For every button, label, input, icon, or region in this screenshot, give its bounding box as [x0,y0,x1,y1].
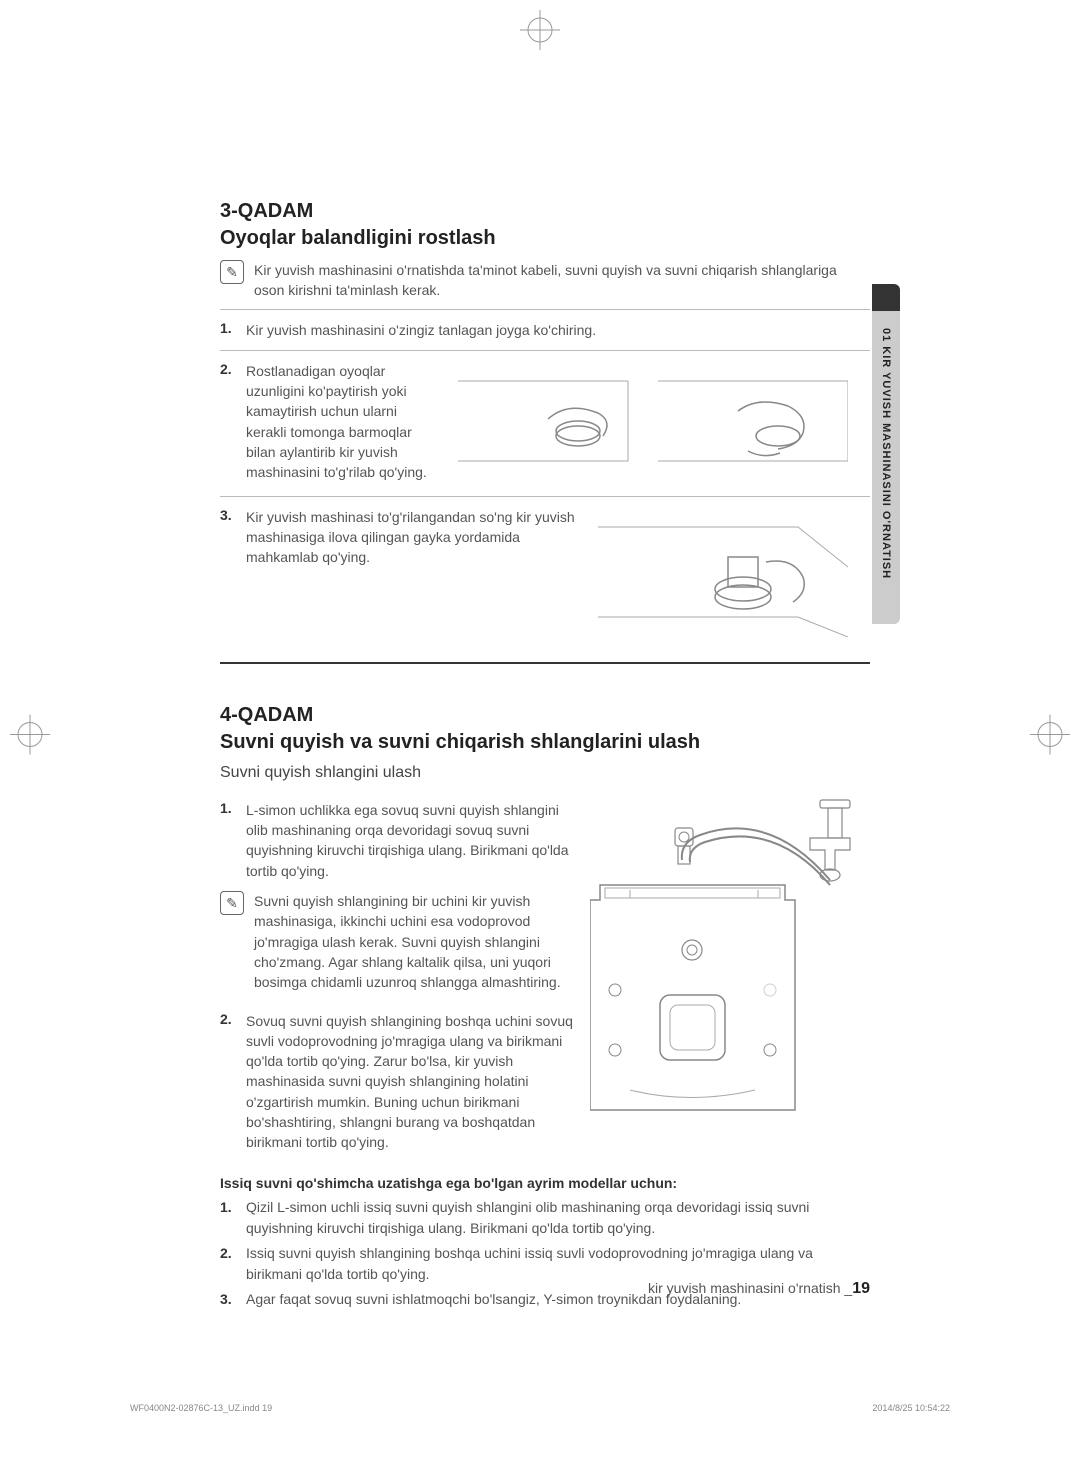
step4-item-2-text: Sovuq suvni quyish shlangining boshqa uc… [246,1011,574,1153]
print-meta-timestamp: 2014/8/25 10:54:22 [872,1403,950,1413]
step4-illustration [590,790,870,1163]
step3-subtitle: Oyoqlar balandligini rostlash [220,227,870,250]
hot-water-item-1: 1.Qizil L-simon uchli issiq suvni quyish… [220,1197,870,1239]
step4-item-2: Sovuq suvni quyish shlangining boshqa uc… [220,1001,574,1163]
print-meta-filename: WF0400N2-02876C-13_UZ.indd 19 [130,1403,272,1413]
step4-subsection-title: Suvni quyish shlangini ulash [220,764,870,782]
step3-item-2-illustration [448,361,848,486]
step3-item-2-text: Rostlanadigan oyoqlar uzunligini ko'payt… [246,361,436,486]
section-divider [220,662,870,664]
step4-section: 4-QADAM Suvni quyish va suvni chiqarish … [220,704,870,1310]
step4-item-1-text: L-simon uchlikka ega sovuq suvni quyish … [246,800,574,881]
note-icon: ✎ [220,260,244,284]
note-icon: ✎ [220,891,244,915]
step4-note: ✎ Suvni quyish shlangining bir uchini ki… [220,891,574,992]
step3-title: 3-QADAM [220,200,870,223]
crop-mark-right [1030,714,1070,759]
crop-mark-top [520,10,560,55]
crop-mark-left [10,714,50,759]
page-number: 19 [852,1280,870,1297]
step4-subtitle: Suvni quyish va suvni chiqarish shlangla… [220,731,870,754]
step3-item-3-illustration [598,507,848,642]
footer-label: kir yuvish mashinasini o'rnatish _ [648,1280,852,1296]
step3-item-3: Kir yuvish mashinasi to'g'rilangandan so… [220,496,870,652]
hot-water-item-1-text: Qizil L-simon uchli issiq suvni quyish s… [246,1197,870,1239]
step4-list-cont: Sovuq suvni quyish shlangining boshqa uc… [220,1001,574,1163]
step4-note-text: Suvni quyish shlangining bir uchini kir … [254,891,574,992]
step3-item-3-text: Kir yuvish mashinasi to'g'rilangandan so… [246,507,586,642]
step4-list: L-simon uchlikka ega sovuq suvni quyish … [220,790,574,891]
step3-item-1-text: Kir yuvish mashinasini o'zingiz tanlagan… [246,320,870,340]
step4-title: 4-QADAM [220,704,870,727]
step3-item-1: Kir yuvish mashinasini o'zingiz tanlagan… [220,309,870,350]
step3-note-text: Kir yuvish mashinasini o'rnatishda ta'mi… [254,260,870,301]
page-content: 3-QADAM Oyoqlar balandligini rostlash ✎ … [220,200,870,1350]
step3-item-2: Rostlanadigan oyoqlar uzunligini ko'payt… [220,350,870,496]
step3-note: ✎ Kir yuvish mashinasini o'rnatishda ta'… [220,260,870,301]
hot-water-title: Issiq suvni qo'shimcha uzatishga ega bo'… [220,1175,870,1191]
chapter-side-tab: 01 KIR YUVISH MASHINASINI O'RNATISH [872,284,900,624]
step3-list: Kir yuvish mashinasini o'zingiz tanlagan… [220,309,870,652]
step3-section: 3-QADAM Oyoqlar balandligini rostlash ✎ … [220,200,870,664]
chapter-side-tab-label: 01 KIR YUVISH MASHINASINI O'RNATISH [880,328,892,579]
step4-item-1: L-simon uchlikka ega sovuq suvni quyish … [220,790,574,891]
page-footer: kir yuvish mashinasini o'rnatish _19 [648,1280,870,1298]
hot-water-item-2-text: Issiq suvni quyish shlangining boshqa uc… [246,1243,870,1285]
hot-water-item-2: 2.Issiq suvni quyish shlangining boshqa … [220,1243,870,1285]
